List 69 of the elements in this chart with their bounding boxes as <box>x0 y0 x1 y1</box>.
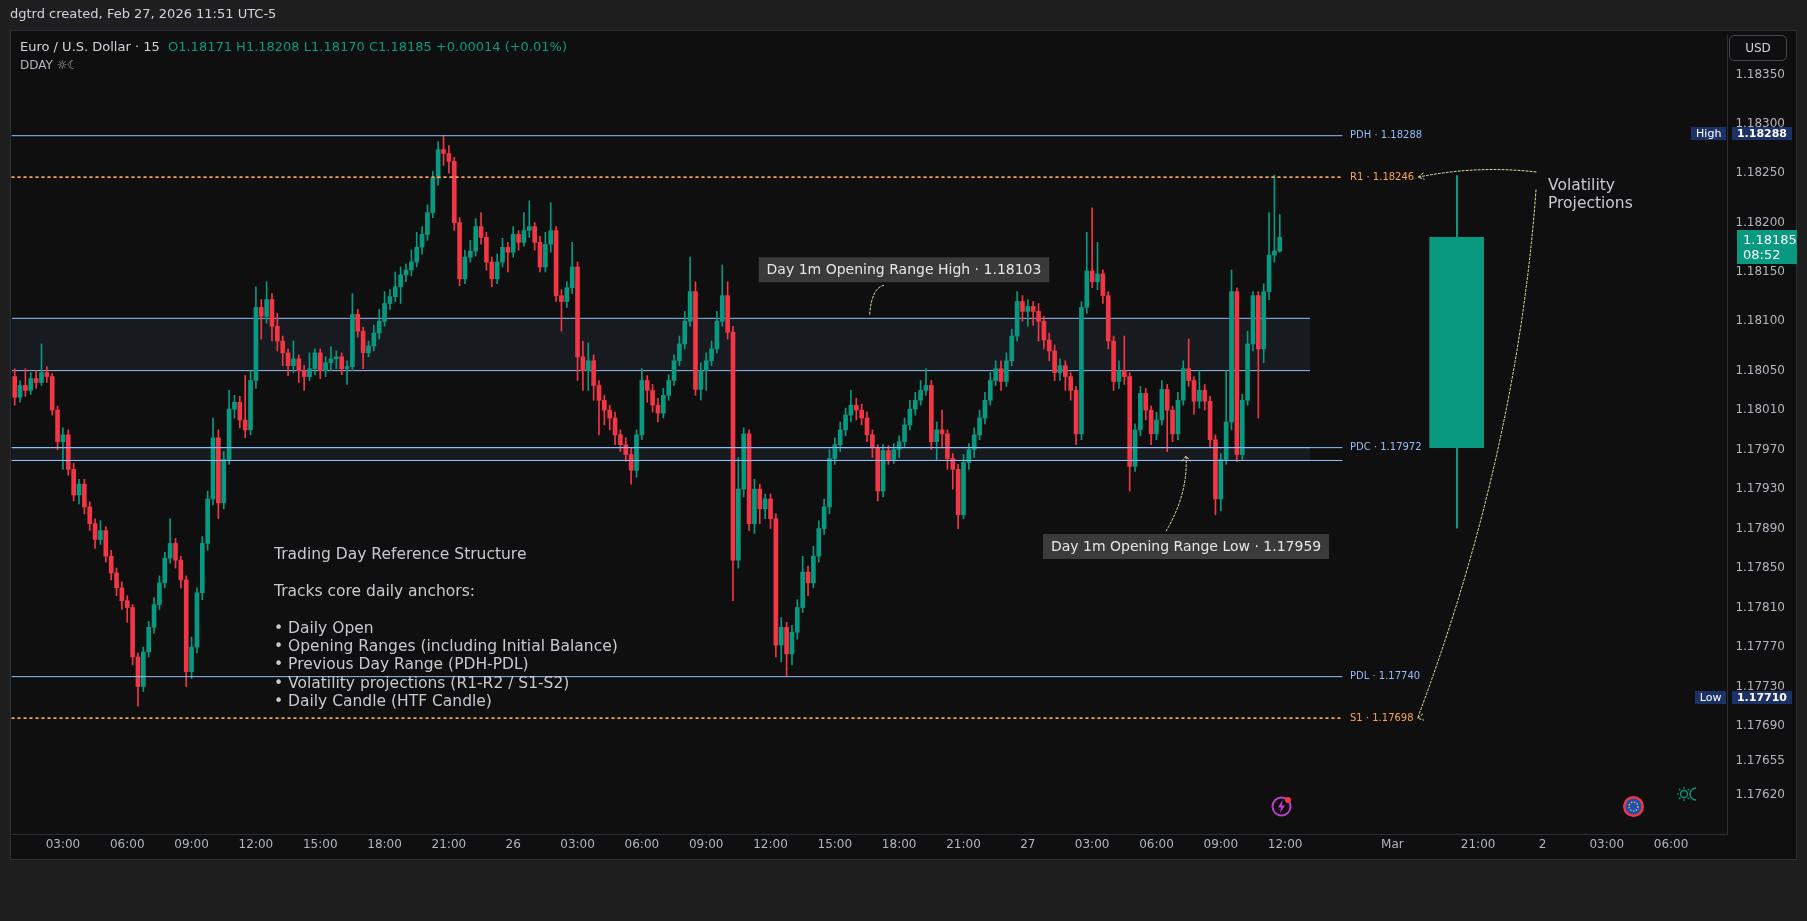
y-axis-title: USD <box>1729 35 1787 61</box>
x-tick-label: 12:00 <box>753 836 788 851</box>
x-tick-label: 06:00 <box>109 836 145 851</box>
candlestick <box>505 241 511 273</box>
x-tick-label: 03:00 <box>560 836 595 851</box>
x-tick-label: 18:00 <box>367 836 402 851</box>
candlestick <box>258 299 264 340</box>
y-tick-label: 1.18150 <box>1735 264 1785 279</box>
annotation: Day 1m Opening Range High · 1.18103 <box>766 261 1042 278</box>
x-tick-label: 03:00 <box>1589 836 1625 851</box>
y-tick-label: 1.17690 <box>1735 718 1785 733</box>
x-tick-label: 18:00 <box>881 836 917 851</box>
text: Trading Day Reference Structure Tracks core daily anchors: • Daily Open • Opening Ranges (including Initial Balance) • Previous Day Range (PDH-PDL) • Volatility projections (R1-R2 / S1-S2) • Daily Candle (HTF Candle) <box>274 545 618 711</box>
y-tick-label: 1.17810 <box>1735 599 1785 614</box>
y-tick-label: 1.18100 <box>1735 313 1785 328</box>
candlestick <box>242 375 248 439</box>
y-tick-label: 1.18200 <box>1735 214 1785 229</box>
x-tick-label: 06:00 <box>1653 836 1689 851</box>
y-tick-label: 1.17620 <box>1735 787 1785 802</box>
chart-subtitle: O1.18171 H1.18208 L1.18170 C1.18185 +0.00014 (+0.01%) <box>166 39 567 54</box>
y-tick-label: 1.17730 <box>1735 678 1785 693</box>
candlestick <box>585 342 591 391</box>
x-tick-label: 03:00 <box>1074 836 1110 851</box>
x-tick-label: 21:00 <box>431 836 467 851</box>
annotation: DDAY ☼☾ <box>20 58 79 72</box>
x-tick-label: 15:00 <box>817 836 853 851</box>
ref-line-label: PDL · 1.17740 <box>1349 670 1421 682</box>
y-tick-label: 1.18350 <box>1735 66 1785 81</box>
x-tick-label: 06:00 <box>624 836 660 851</box>
x-tick-label: 12:00 <box>238 836 274 851</box>
x-tick-label: 21:00 <box>1460 836 1496 851</box>
y-tick-label: 1.18250 <box>1735 165 1785 180</box>
ref-line-label: R1 · 1.18246 <box>1349 170 1415 182</box>
y-tick-label: 1.18300 <box>1735 115 1785 130</box>
candlestick <box>60 427 66 470</box>
x-tick-label: 27 <box>1020 836 1036 851</box>
x-tick-label: 2 <box>1538 836 1547 851</box>
text: High 1.18288 <box>1696 127 1787 140</box>
candlestick <box>33 370 39 389</box>
y-tick-label: 1.18010 <box>1735 402 1785 417</box>
x-tick-label: 26 <box>505 836 521 851</box>
annotation: Day 1m Opening Range Low · 1.17959 <box>1043 534 1330 559</box>
y-tick-label: 1.17970 <box>1735 441 1785 456</box>
text: dgtrd created, Feb 27, 2026 11:51 UTC-5 <box>10 6 277 21</box>
text: 1.18185 08:52 <box>1737 230 1797 264</box>
annotation: Volatility Projections <box>1548 176 1634 212</box>
x-tick-label: 09:00 <box>688 836 724 851</box>
x-tick-label: 09:00 <box>174 836 209 851</box>
y-tick-label: 1.17850 <box>1735 560 1785 575</box>
x-tick-label: 09:00 <box>1203 836 1239 851</box>
ref-line-label: PDC · 1.17972 <box>1349 441 1422 453</box>
y-tick-label: 1.17890 <box>1735 520 1785 535</box>
ref-line-label: PDH · 1.18288 <box>1349 129 1423 141</box>
ref-line-label: S1 · 1.17698 <box>1349 711 1414 723</box>
text: Low 1.17710 <box>1699 691 1787 704</box>
y-tick-label: 1.17930 <box>1735 481 1785 496</box>
chart-title: Euro / U.S. Dollar · 15 <box>20 39 160 54</box>
candlestick <box>853 397 859 421</box>
y-tick-label: 1.18050 <box>1735 362 1785 377</box>
y-tick-label: 1.17770 <box>1735 639 1785 654</box>
x-tick-label: Mar <box>1381 836 1404 851</box>
x-tick-label: 21:00 <box>946 836 981 851</box>
x-tick-label: 15:00 <box>302 836 338 851</box>
x-tick-label: 12:00 <box>1267 836 1303 851</box>
y-tick-label: 1.17655 <box>1735 752 1785 767</box>
candlestick <box>333 350 339 369</box>
x-tick-label: 06:00 <box>1139 836 1174 851</box>
candlestick <box>1025 299 1031 327</box>
x-tick-label: 03:00 <box>45 836 81 851</box>
